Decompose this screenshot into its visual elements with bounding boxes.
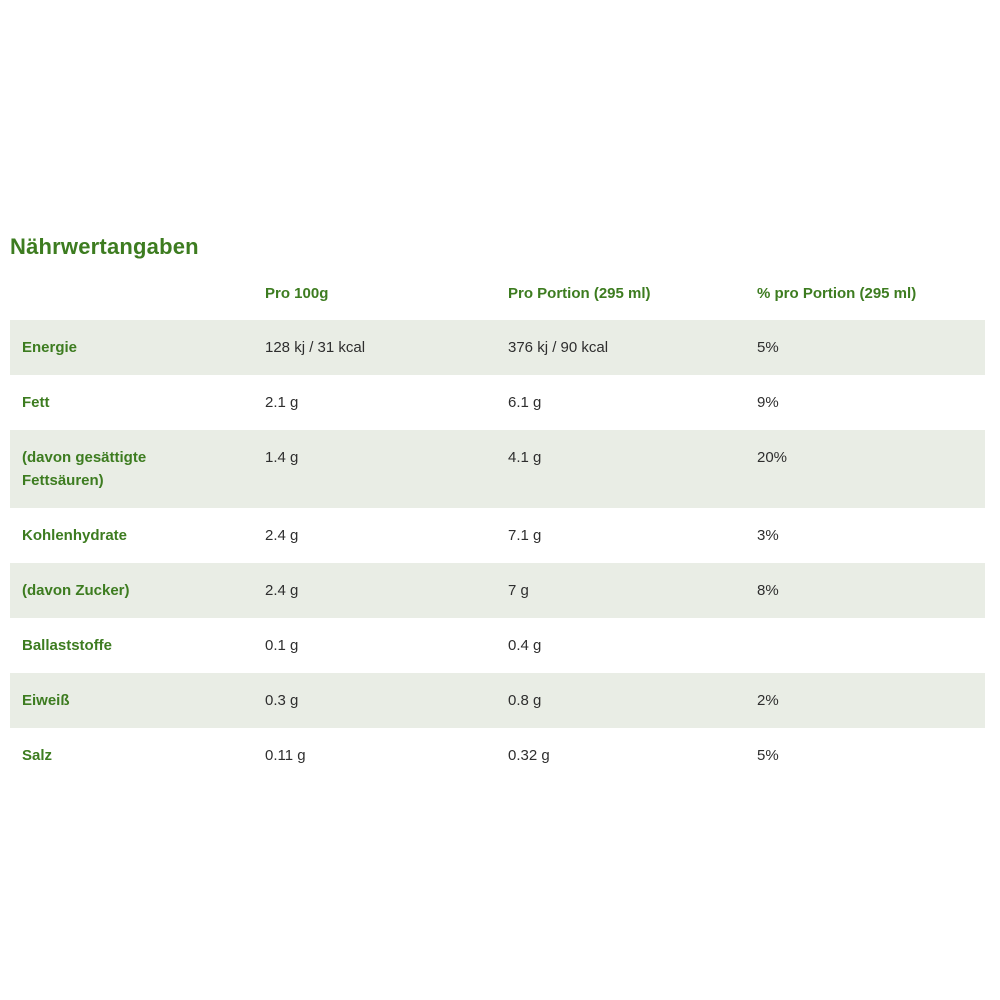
cell-percent-per-portion: 5% [757,339,779,356]
column-header-per-100g: Pro 100g [265,285,329,302]
section-title: Nährwertangaben [10,234,199,259]
table-row: Eiweiß 0.3 g 0.8 g 2% [10,673,985,728]
cell-percent-per-portion: 3% [757,527,779,544]
cell-percent-per-portion: 5% [757,747,779,764]
cell-per-100g: 0.1 g [265,637,299,654]
row-label: Fett [22,394,50,411]
column-header-percent-per-portion: % pro Portion (295 ml) [757,285,917,302]
cell-per-100g: 2.4 g [265,582,299,599]
cell-percent-per-portion: 20% [757,449,788,466]
row-label: Kohlenhydrate [22,527,128,544]
cell-percent-per-portion [757,634,985,657]
table-header-row: Pro 100g Pro Portion (295 ml) % pro Port… [10,284,985,304]
cell-percent-per-portion: 9% [757,394,779,411]
cell-per-portion: 6.1 g [508,394,542,411]
cell-per-portion: 376 kj / 90 kcal [508,339,609,356]
cell-per-portion: 7.1 g [508,527,542,544]
cell-percent-per-portion: 2% [757,692,779,709]
table-row: Ballaststoffe 0.1 g 0.4 g [10,618,985,673]
cell-per-100g: 2.4 g [265,527,299,544]
row-label: (davon gesättigte Fettsäuren) [22,449,147,489]
cell-per-portion: 0.8 g [508,692,542,709]
table-row: (davon Zucker) 2.4 g 7 g 8% [10,563,985,618]
row-label: (davon Zucker) [22,582,130,599]
cell-per-portion: 0.32 g [508,747,550,764]
table-row: Fett 2.1 g 6.1 g 9% [10,375,985,430]
nutrition-section: Nährwertangaben Pro 100g Pro Portion (29… [10,234,985,783]
row-label: Eiweiß [22,692,70,709]
cell-per-100g: 1.4 g [265,449,299,466]
cell-per-portion: 0.4 g [508,637,542,654]
cell-per-100g: 2.1 g [265,394,299,411]
cell-per-100g: 0.3 g [265,692,299,709]
row-label: Salz [22,747,53,764]
row-label: Ballaststoffe [22,637,113,654]
column-header-per-portion: Pro Portion (295 ml) [508,285,651,302]
cell-per-portion: 7 g [508,582,529,599]
cell-percent-per-portion: 8% [757,582,779,599]
table-row: Energie 128 kj / 31 kcal 376 kj / 90 kca… [10,320,985,375]
column-header-empty [22,284,265,304]
cell-per-100g: 0.11 g [265,747,306,764]
table-row: Salz 0.11 g 0.32 g 5% [10,728,985,783]
cell-per-portion: 4.1 g [508,449,542,466]
nutrition-table-rows: Energie 128 kj / 31 kcal 376 kj / 90 kca… [10,320,985,783]
row-label: Energie [22,339,78,356]
cell-per-100g: 128 kj / 31 kcal [265,339,366,356]
nutrition-table: Pro 100g Pro Portion (295 ml) % pro Port… [10,284,985,783]
table-row: Kohlenhydrate 2.4 g 7.1 g 3% [10,508,985,563]
table-row: (davon gesättigte Fettsäuren) 1.4 g 4.1 … [10,430,985,508]
